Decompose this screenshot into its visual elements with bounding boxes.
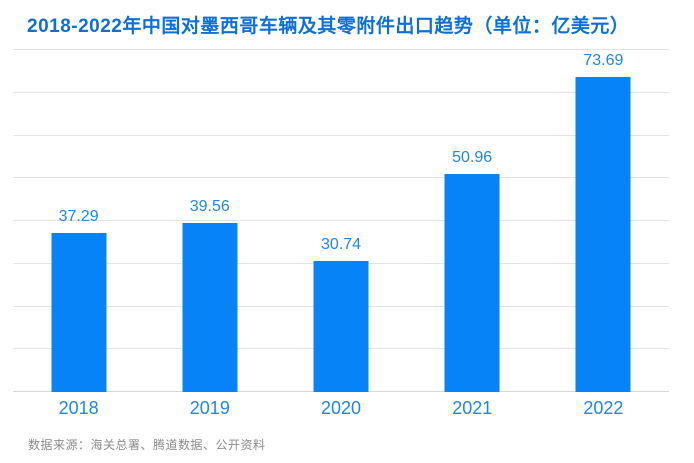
gridline-50 <box>13 177 669 179</box>
bar-2022 <box>575 76 631 392</box>
value-label-2021: 50.96 <box>452 149 493 167</box>
value-label-2018: 37.29 <box>58 207 99 225</box>
x-tick-label-2022: 2022 <box>583 398 624 418</box>
gridline-60 <box>13 134 669 136</box>
x-tick-label-2019: 2019 <box>189 398 230 418</box>
bar-slot-2019: 39.56 <box>144 50 275 392</box>
bar-2021 <box>444 174 500 392</box>
bar-slot-2020: 30.74 <box>275 50 406 392</box>
x-tick-label-2018: 2018 <box>58 398 99 418</box>
bar-2019 <box>182 222 238 392</box>
source-note: 数据来源：海关总署、腾道数据、公开资料 <box>28 438 266 452</box>
value-label-2019: 39.56 <box>189 197 230 215</box>
bar-slot-2021: 50.96 <box>407 50 538 392</box>
gridline-80 <box>13 49 669 50</box>
bar-slot-2022: 73.69 <box>538 50 669 392</box>
bar-2020 <box>313 260 369 392</box>
x-tick-label-2021: 2021 <box>452 398 493 418</box>
plot-area: 37.29 39.56 30.74 50.96 73.69 <box>13 49 669 392</box>
gridline-70 <box>13 91 669 93</box>
bar-2018 <box>51 232 107 392</box>
gridline-40 <box>13 220 669 221</box>
bar-slot-2018: 37.29 <box>13 50 144 392</box>
chart-title: 2018-2022年中国对墨西哥车辆及其零附件出口趋势（单位：亿美元） <box>27 16 630 37</box>
value-label-2020: 30.74 <box>320 235 361 253</box>
value-label-2022: 73.69 <box>583 51 624 69</box>
x-tick-label-2020: 2020 <box>320 398 362 418</box>
x-axis: 2018 2019 2020 2021 2022 <box>13 398 669 419</box>
